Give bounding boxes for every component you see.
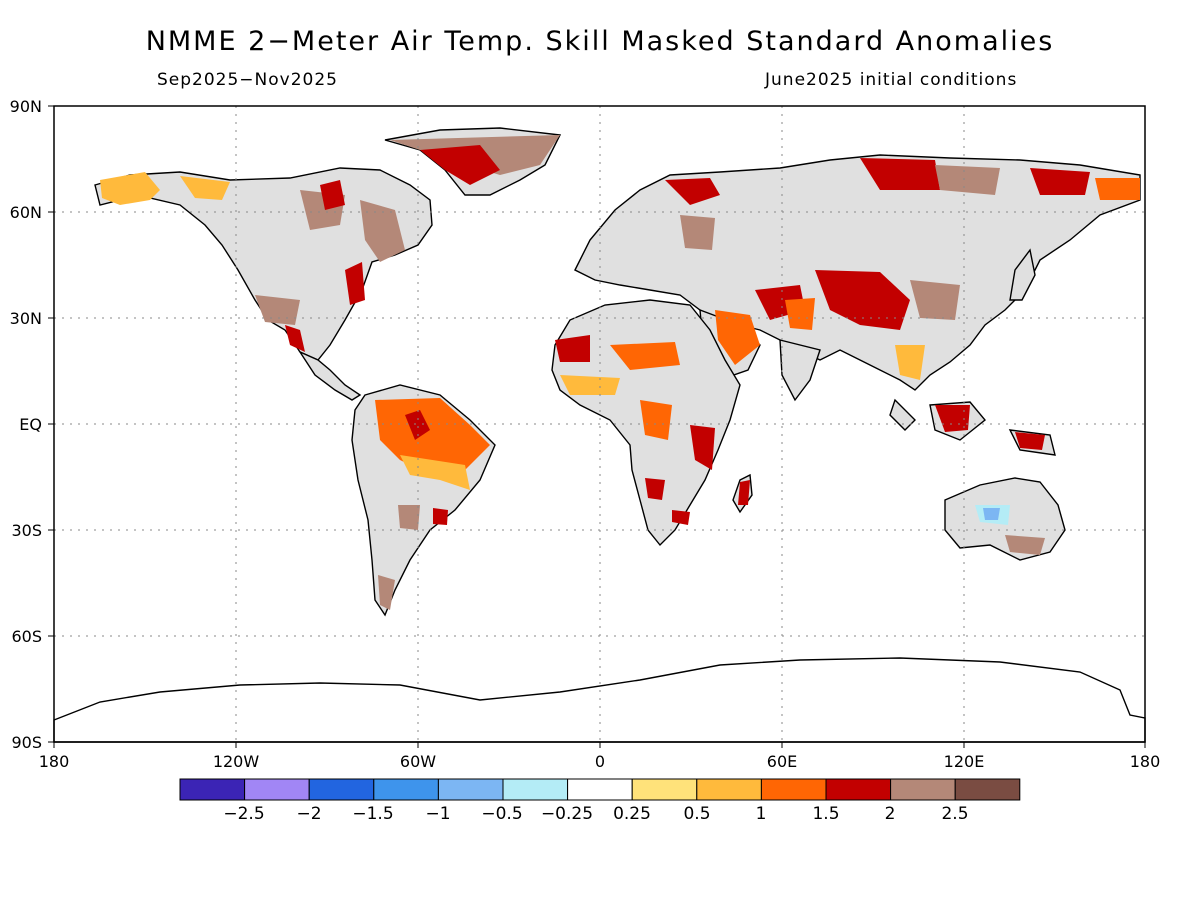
patch-sahel [560,375,620,395]
legend-swatch [244,778,310,801]
legend-label: −2.5 [223,804,264,824]
antarctica [53,657,1146,743]
lon-label: 120E [944,752,985,771]
patch-china [910,280,960,320]
lon-label: 60E [767,752,797,771]
map-title: NMME 2−Meter Air Temp. Skill Masked Stan… [145,26,1055,57]
anomaly-patches [100,135,1140,610]
patch-scandinavia [665,178,720,205]
legend-swatch [373,778,439,801]
legend-swatch [308,778,375,801]
patch-australia-cold [983,508,1000,520]
patch-mexico [285,325,305,352]
patch-congo [640,400,672,440]
gridlines [54,106,1145,742]
patch-canada-2 [360,200,405,262]
patch-us-east [345,262,365,305]
legend-swatch [890,778,956,801]
legend-labels: −2.5 −2 −1.5 −1 −0.5 −0.25 0.25 0.5 1 1.… [223,804,968,824]
legend-swatch [502,778,569,801]
lat-label: 60N [10,203,42,222]
lat-label: 30N [10,309,42,328]
patch-sahara [610,342,680,370]
map-panel [53,105,1146,743]
patch-us-south [255,295,300,325]
patch-angola [645,478,665,500]
legend-swatch [825,778,892,801]
patch-nw-africa [555,335,590,362]
legend-label: 0.25 [613,804,651,824]
patch-east-africa [690,425,715,470]
patch-se-asia [895,345,925,380]
legend-swatch [567,778,633,801]
patch-e-europe [680,215,715,250]
lon-labels: 180 120W 60W 0 60E 120E 180 [39,752,1161,771]
north-america [94,167,433,361]
lat-label: 60S [11,627,42,646]
legend-label: 1.5 [812,804,839,824]
patch-yukon [180,176,230,200]
lon-label: 60W [400,752,436,771]
patch-alaska [100,172,160,205]
lat-label: 90S [11,733,42,752]
lat-label: EQ [19,415,42,434]
japan [1009,248,1036,301]
legend-label: 1 [756,804,767,824]
patch-amazon-red [405,410,430,440]
lon-label: 0 [595,752,605,771]
patch-siberia-2 [935,165,1000,195]
legend-swatch [954,778,1021,801]
legend-label: 2 [885,804,896,824]
patch-s-africa [672,510,690,525]
forecast-period: Sep2025−Nov2025 [157,70,338,90]
legend-label: −0.5 [481,804,522,824]
patch-patagonia [378,575,395,610]
legend-label: −1 [425,804,450,824]
legend-colorbar [179,778,1021,801]
indonesia [889,398,1056,456]
patch-central-asia [815,270,910,330]
legend-label: −0.25 [541,804,593,824]
patch-far-east [1030,168,1090,195]
legend-swatch [631,778,698,801]
patch-greenland-red [420,145,500,185]
patch-chile [398,505,420,530]
legend-label: −1.5 [352,804,393,824]
patch-siberia-1 [860,158,940,190]
legend-swatch [437,778,504,801]
legend-swatch [760,778,827,801]
legend-swatch [696,778,762,801]
legend-label: 0.5 [683,804,710,824]
patch-new-guinea [1015,432,1045,450]
legend-label: −2 [296,804,321,824]
patch-brazil [400,455,470,490]
patch-chukotka [1095,178,1140,200]
patch-canada-red [320,180,345,210]
patch-madagascar [738,480,750,505]
lat-label: 90N [10,97,42,116]
lon-label: 180 [39,752,70,771]
patch-se-australia [1005,535,1045,555]
legend-label: 2.5 [941,804,968,824]
patch-argentina [433,508,448,525]
patch-pakistan [785,298,815,330]
lon-label: 120W [213,752,260,771]
lat-labels: 90N 60N 30N EQ 30S 60S 90S [10,97,42,752]
legend-swatch [179,778,246,801]
central-america [298,350,362,401]
initial-conditions: June2025 initial conditions [765,70,1018,90]
patch-borneo [935,405,970,432]
lon-label: 180 [1130,752,1161,771]
lat-label: 30S [11,521,42,540]
tick-marks [48,105,1146,748]
patch-arabia [715,310,760,365]
